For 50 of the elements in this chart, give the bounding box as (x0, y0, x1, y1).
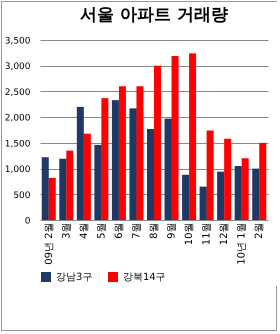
bar (182, 174, 190, 220)
bar (101, 98, 108, 220)
bar (48, 178, 56, 220)
x-tick-label: 2월 (254, 222, 266, 239)
x-tick-label: 11월 (202, 222, 213, 246)
bar (112, 100, 119, 220)
bar (42, 157, 49, 220)
bar (154, 66, 162, 220)
y-tick-label: 2,000 (4, 114, 31, 124)
bar (259, 142, 266, 220)
bar (84, 134, 91, 220)
bar (118, 86, 126, 220)
bar (66, 150, 74, 220)
bar (136, 86, 144, 220)
y-tick-label: 1,500 (4, 139, 31, 150)
x-tick-label: 4월 (78, 222, 90, 239)
y-tick-label: 3,500 (4, 36, 31, 46)
x-tick-label: 3월 (61, 222, 72, 239)
x-tick-label: 9월 (166, 222, 178, 239)
y-tick-label: 2,500 (4, 88, 31, 98)
bar (252, 168, 260, 220)
bar (164, 118, 172, 220)
bar (242, 158, 249, 220)
bar (146, 128, 154, 220)
bar (76, 106, 84, 220)
y-tick-label: 0 (24, 216, 31, 226)
chart-title: 서울 아파트 거래량 (80, 5, 228, 25)
x-tick-label: 5월 (96, 222, 108, 239)
bar (172, 56, 179, 220)
legend-label: 강북14구 (123, 272, 166, 283)
x-tick-label: 10월 (184, 222, 196, 246)
bar (224, 138, 232, 220)
bar (200, 186, 207, 220)
x-tick-label: 7월 (131, 222, 142, 239)
x-tick-label: 10년 1월 (236, 222, 248, 265)
y-tick-label: 500 (13, 190, 31, 201)
y-tick-label: 3,000 (4, 62, 31, 72)
bar (189, 53, 196, 220)
bar (206, 130, 214, 220)
legend-label: 강남3구 (56, 272, 92, 283)
bar (217, 172, 224, 220)
x-tick-label: 6월 (114, 222, 125, 239)
x-tick-label: 12월 (219, 222, 230, 246)
bar (129, 108, 136, 220)
bar (234, 166, 242, 220)
x-tick-label: 09년 2월 (44, 222, 55, 265)
x-tick-label: 8월 (149, 222, 160, 239)
bar (59, 158, 66, 220)
y-tick-label: 1,000 (4, 165, 31, 176)
bar (94, 144, 102, 220)
